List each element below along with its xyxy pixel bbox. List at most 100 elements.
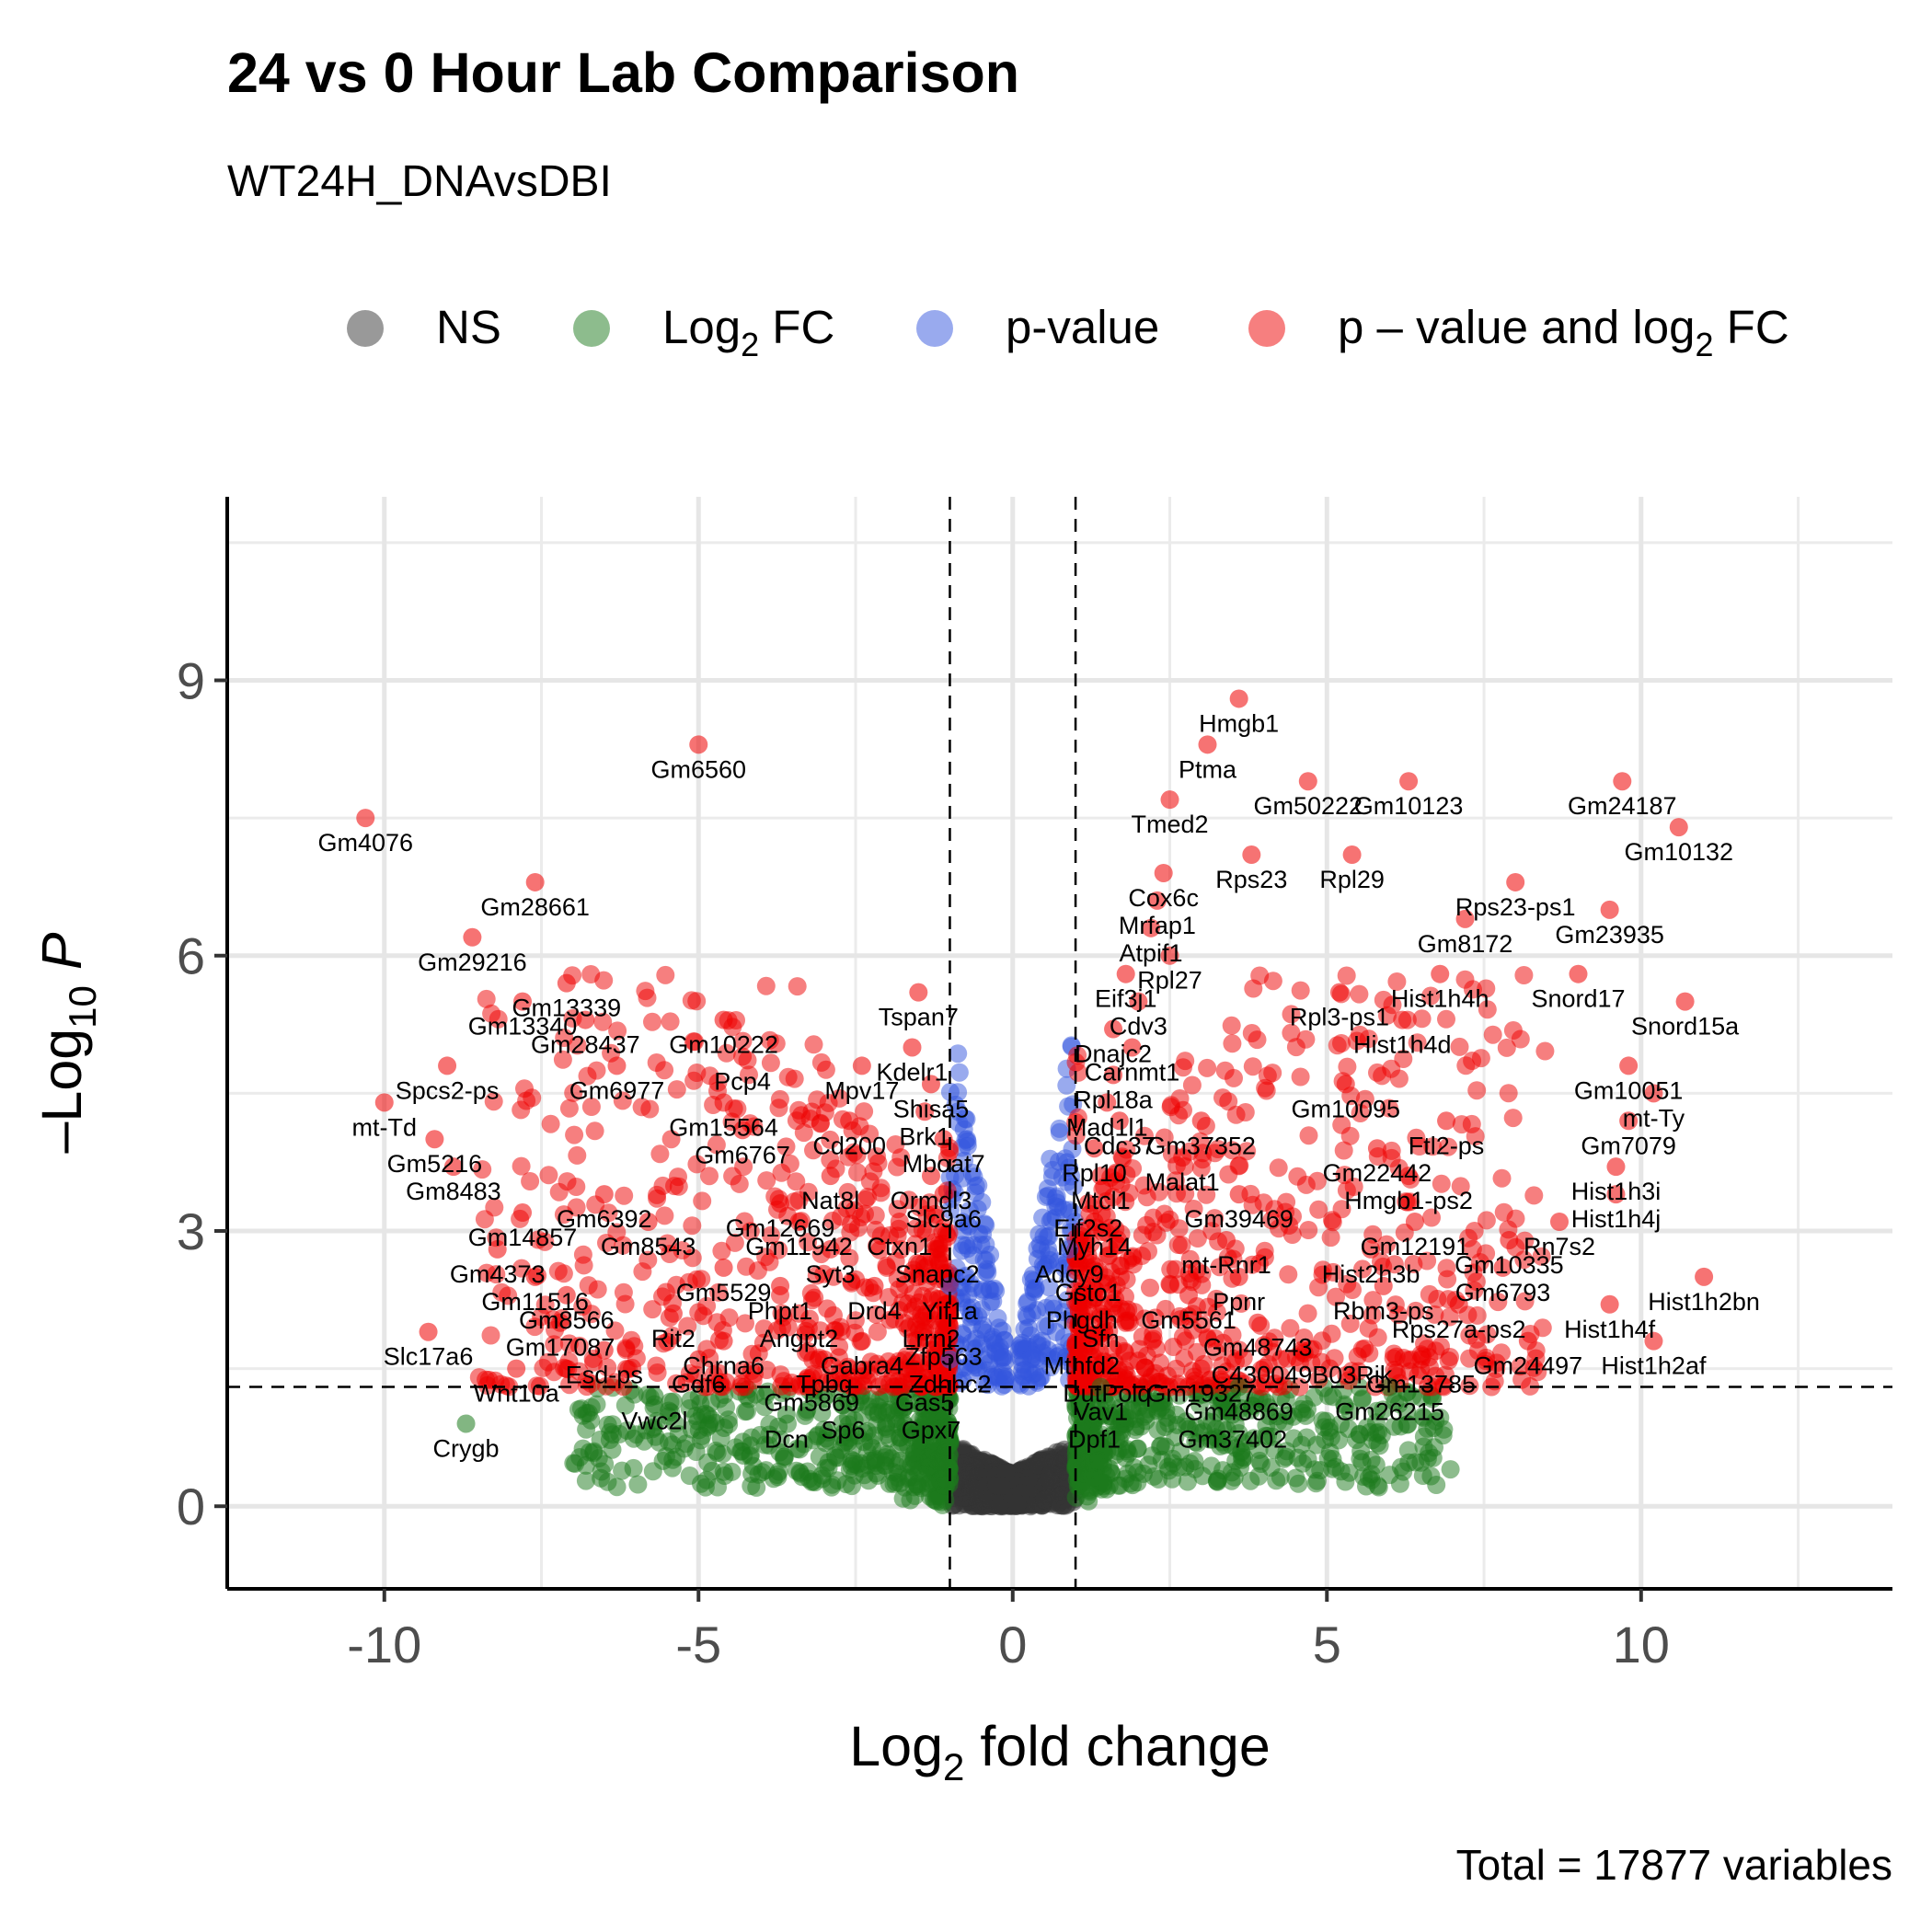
point-fc (1083, 1430, 1102, 1449)
chart-title: 24 vs 0 Hour Lab Comparison (227, 41, 1019, 104)
gene-label-rpl18a: Rpl18a (1074, 1086, 1154, 1113)
point-p (1038, 1227, 1057, 1247)
point-both (1141, 1278, 1159, 1297)
point-fc (1206, 1420, 1225, 1439)
point-fc (839, 1415, 858, 1434)
gene-label-gm4373: Gm4373 (450, 1260, 546, 1288)
point-both (1437, 1009, 1455, 1029)
x-tick-label: -5 (675, 1616, 721, 1673)
point-hist1h4f (1600, 1294, 1619, 1314)
point-p (978, 1375, 997, 1395)
point-both (656, 965, 675, 984)
gene-label-gm11942: Gm11942 (745, 1233, 853, 1260)
gene-label-rpl3-ps1: Rpl3-ps1 (1290, 1004, 1389, 1031)
y-tick-label: 9 (177, 651, 205, 709)
gene-label-gm6767: Gm6767 (695, 1141, 790, 1168)
gene-label-gm10222: Gm10222 (669, 1031, 778, 1059)
point-both (541, 1114, 560, 1133)
gene-label-rps23-ps1: Rps23-ps1 (1455, 893, 1576, 921)
point-wnt10a (507, 1359, 526, 1378)
point-fc (1069, 1472, 1088, 1491)
point-vwc2l (645, 1386, 664, 1406)
gene-label-gm28661: Gm28661 (480, 893, 590, 921)
point-both (643, 1012, 661, 1031)
point-gm6560 (689, 735, 708, 754)
point-ns (954, 1463, 973, 1482)
gene-label-hist1h2bn: Hist1h2bn (1648, 1288, 1760, 1316)
gene-label-slc17a6: Slc17a6 (384, 1343, 474, 1371)
point-both (1223, 1034, 1242, 1053)
point-both (1213, 1088, 1232, 1108)
legend-item-both: p – value and log2 FC (1248, 301, 1789, 363)
point-fc (1284, 1429, 1304, 1448)
gene-label-sp6: Sp6 (821, 1417, 865, 1444)
point-fc (1257, 1393, 1276, 1412)
point-fc (1117, 1442, 1136, 1461)
point-both (1337, 966, 1356, 985)
gene-label-gm24187: Gm24187 (1568, 792, 1677, 820)
point-p (995, 1370, 1015, 1388)
point-tspan7 (909, 983, 928, 1002)
point-both (554, 1264, 573, 1283)
gene-label-eif3j1: Eif3j1 (1095, 985, 1157, 1013)
point-both (1492, 1168, 1512, 1188)
point-drd4 (865, 1276, 884, 1295)
gene-label-gm14857: Gm14857 (468, 1224, 578, 1251)
point-rps23 (1242, 845, 1261, 865)
point-both (1511, 1029, 1530, 1049)
point-ns (1007, 1494, 1027, 1513)
gene-label-mpv17: Mpv17 (824, 1076, 899, 1104)
point-both (1291, 981, 1310, 1000)
point-both (1483, 1025, 1502, 1044)
point-both (1229, 1156, 1248, 1176)
point-both (1478, 1325, 1497, 1344)
point-fc (1397, 1415, 1417, 1434)
point-fc (643, 1462, 662, 1481)
gene-label-gm4076: Gm4076 (317, 829, 413, 857)
point-both (1439, 1351, 1458, 1370)
point-p (1041, 1149, 1060, 1168)
point-fc (770, 1443, 789, 1462)
point-fc (1137, 1405, 1156, 1424)
point-p (1032, 1331, 1052, 1351)
point-gm29216 (463, 927, 482, 947)
point-both (512, 1156, 531, 1176)
point-both (1467, 1081, 1487, 1100)
point-both (1332, 1034, 1351, 1052)
gene-label-mthfd2: Mthfd2 (1044, 1352, 1121, 1380)
x-tick-label: -10 (347, 1616, 421, 1673)
point-both (707, 1313, 727, 1332)
gene-label-gm10051: Gm10051 (1574, 1076, 1684, 1104)
point-both (1489, 1293, 1508, 1312)
point-both (1167, 1359, 1186, 1378)
point-both (616, 1340, 636, 1360)
point-fc (628, 1475, 648, 1494)
gene-label-gm5561: Gm5561 (1141, 1306, 1236, 1334)
point-rps23-ps1 (1506, 872, 1525, 891)
point-both (799, 1233, 817, 1252)
point-fc (624, 1458, 643, 1478)
point-fc (742, 1428, 761, 1447)
point-both (1494, 1202, 1513, 1222)
point-mpv17 (852, 1056, 871, 1075)
point-fc (662, 1458, 682, 1478)
point-both (1340, 1126, 1360, 1145)
gene-label-ctxn1: Ctxn1 (868, 1233, 933, 1260)
gene-label-drd4: Drd4 (847, 1297, 902, 1325)
point-both (1321, 1228, 1340, 1248)
gene-label-rps27a-ps2: Rps27a-ps2 (1392, 1316, 1526, 1343)
point-phpt1 (771, 1276, 790, 1295)
point-fc (564, 1454, 583, 1473)
point-fc (914, 1409, 933, 1429)
point-p (981, 1245, 1000, 1264)
legend-item-fc: Log2 FC (573, 301, 834, 363)
point-gm10222 (714, 1010, 733, 1029)
point-fc (844, 1438, 862, 1456)
point-gm6977 (607, 1056, 627, 1075)
point-both (661, 1012, 680, 1031)
point-both (848, 1163, 867, 1182)
point-fc (1307, 1435, 1327, 1455)
point-gm12669 (771, 1194, 790, 1213)
point-fc (715, 1419, 734, 1437)
